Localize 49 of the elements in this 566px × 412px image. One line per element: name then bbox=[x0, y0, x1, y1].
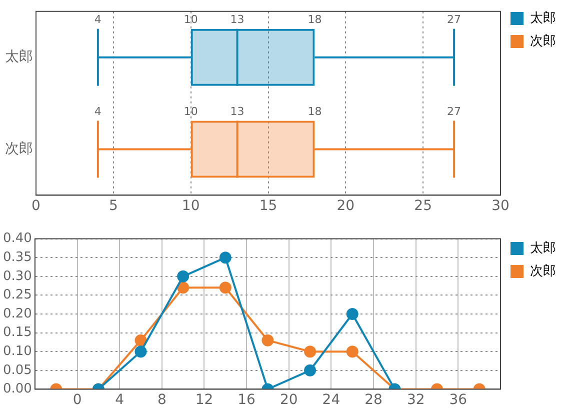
x-tick-label: 24 bbox=[322, 392, 340, 408]
legend-label: 太郎 bbox=[530, 240, 556, 256]
text: 18 bbox=[308, 13, 322, 26]
point bbox=[219, 282, 232, 294]
x-tick-label: 10 bbox=[182, 198, 200, 214]
y-tick-label: 0.10 bbox=[2, 344, 32, 359]
x-tick-label: 20 bbox=[280, 392, 298, 408]
text: 18 bbox=[308, 105, 322, 118]
legend-label: 次郎 bbox=[530, 262, 556, 279]
x-tick-label: 20 bbox=[336, 198, 355, 214]
y-tick-label: 0.40 bbox=[2, 231, 32, 246]
text: 10 bbox=[184, 13, 198, 26]
x-tick-label: 0 bbox=[72, 392, 82, 408]
x-tick-label: 15 bbox=[259, 198, 278, 214]
legend-label: 次郎 bbox=[530, 32, 556, 49]
point bbox=[177, 270, 190, 282]
x-tick-label: 30 bbox=[492, 198, 510, 214]
x-tick-label: 12 bbox=[195, 392, 214, 408]
x-tick-label: 25 bbox=[414, 198, 432, 214]
text: 13 bbox=[230, 105, 244, 118]
text: 27 bbox=[447, 105, 462, 118]
legend-label: 太郎 bbox=[530, 10, 556, 26]
y-tick-label: 0.00 bbox=[2, 382, 32, 397]
x-tick-label: 32 bbox=[406, 392, 425, 408]
point bbox=[346, 308, 358, 320]
text: 4 bbox=[94, 13, 102, 26]
y-tick-label: 次郎 bbox=[5, 140, 33, 157]
x-tick-label: 0 bbox=[32, 198, 40, 214]
point bbox=[262, 334, 274, 346]
point bbox=[134, 334, 147, 346]
y-tick-label: 0.30 bbox=[2, 268, 32, 284]
text: 27 bbox=[447, 13, 462, 26]
y-tick-label: 0.15 bbox=[2, 325, 32, 340]
text: 13 bbox=[230, 13, 244, 26]
y-tick-label: 太郎 bbox=[5, 48, 33, 65]
text: 4 bbox=[94, 105, 102, 118]
y-tick-label: 0.35 bbox=[2, 250, 32, 265]
y-tick-label: 0.05 bbox=[2, 362, 32, 378]
point bbox=[177, 282, 190, 294]
x-tick-label: 28 bbox=[364, 392, 382, 408]
point bbox=[219, 252, 232, 264]
text: 10 bbox=[184, 105, 198, 118]
y-tick-label: 0.25 bbox=[2, 288, 32, 303]
y-tick-label: 0.20 bbox=[2, 306, 32, 322]
x-tick-label: 36 bbox=[449, 392, 468, 408]
x-tick-label: 5 bbox=[108, 198, 118, 214]
x-tick-label: 4 bbox=[115, 392, 124, 408]
x-tick-label: 8 bbox=[157, 392, 166, 408]
x-tick-label: 16 bbox=[238, 392, 256, 408]
